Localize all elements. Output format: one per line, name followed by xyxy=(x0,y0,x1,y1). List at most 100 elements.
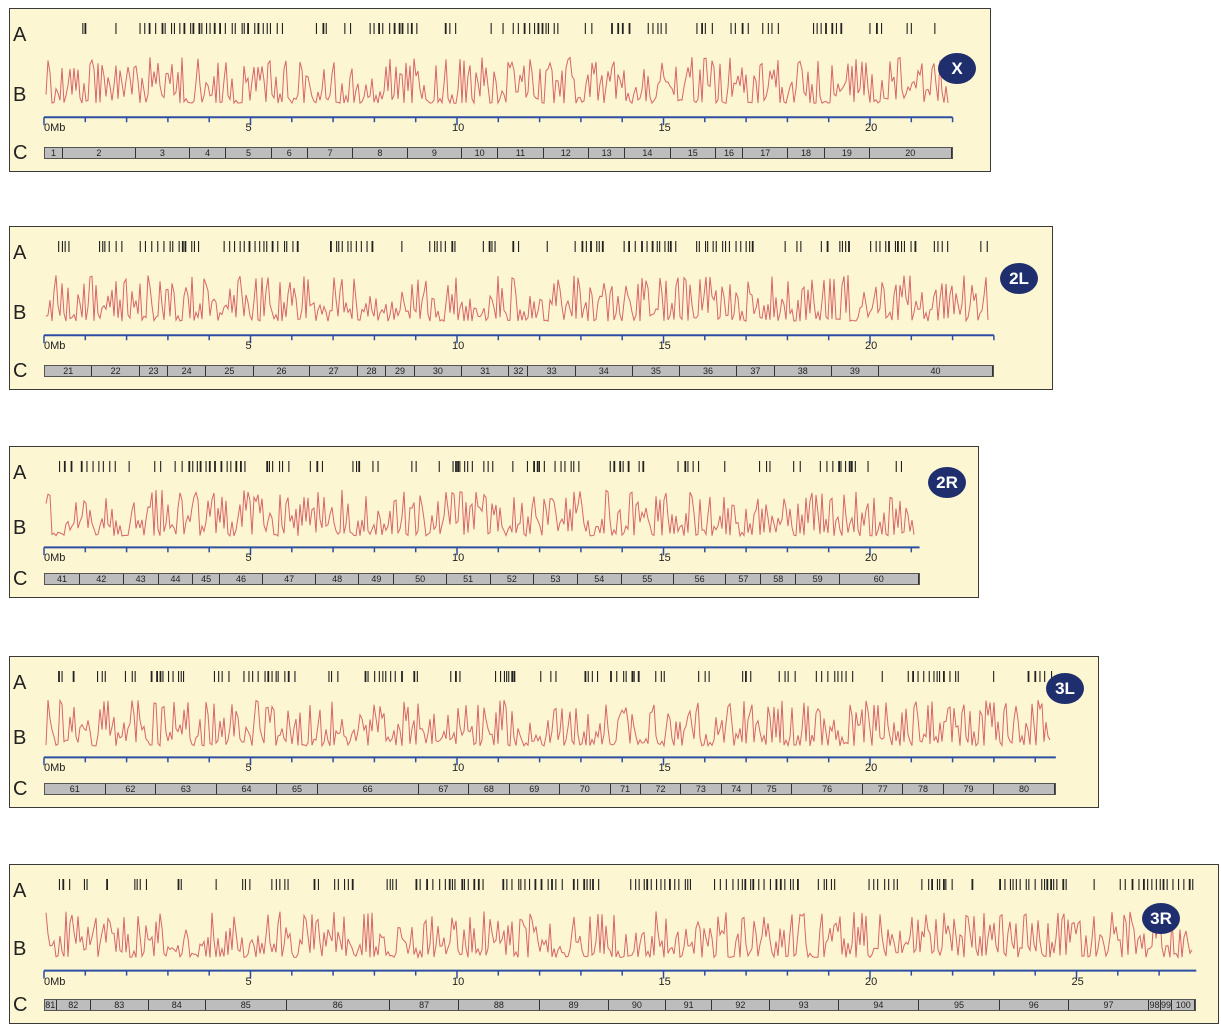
marker-tick xyxy=(398,23,401,34)
cytology-segment-bar: 61 62 63 64 65 66 67 68 69 70 71 72 73 74 75 76 77 78 79 80 xyxy=(44,783,1056,795)
marker-tick xyxy=(401,241,403,252)
marker-tick xyxy=(358,461,361,472)
axis-tick-label: 5 xyxy=(245,762,252,775)
cytology-segment: 76 xyxy=(792,784,863,794)
marker-tick xyxy=(896,879,898,890)
cytology-segment: 17 xyxy=(743,148,789,158)
marker-tick xyxy=(687,879,689,890)
marker-tick xyxy=(742,671,744,682)
axis-tick-label: 0Mb xyxy=(44,552,66,565)
marker-tick xyxy=(199,461,202,472)
marker-tick xyxy=(704,23,706,34)
cytology-segment: 85 xyxy=(206,1000,287,1010)
marker-tick xyxy=(102,241,104,252)
marker-tick xyxy=(1019,879,1021,890)
marker-tick xyxy=(492,461,494,472)
marker-tick xyxy=(1172,879,1174,890)
marker-tick xyxy=(845,461,847,472)
cytology-segment: 82 xyxy=(57,1000,91,1010)
cytology-segment: 98 xyxy=(1149,1000,1161,1010)
cytology-segment: 23 xyxy=(140,366,169,376)
marker-tick xyxy=(506,879,508,890)
chromosome-panel-3l: A B C 0Mb 5 10 15 20 61 62 63 64 65 66 67 68 69 70 71 72 73 7… xyxy=(9,656,1099,808)
cytology-segment: 96 xyxy=(1000,1000,1069,1010)
marker-tick xyxy=(767,23,769,34)
marker-tick xyxy=(444,879,446,890)
marker-tick xyxy=(1155,879,1157,890)
cytology-segment: 59 xyxy=(796,574,840,584)
cytology-segment: 63 xyxy=(156,784,217,794)
cytology-segment: 86 xyxy=(287,1000,391,1010)
marker-tick xyxy=(257,23,260,34)
marker-tick xyxy=(328,671,330,682)
marker-tick xyxy=(834,879,836,890)
marker-tick xyxy=(752,879,755,890)
marker-tick xyxy=(928,671,930,682)
marker-tick xyxy=(61,671,63,682)
marker-tick xyxy=(1053,879,1055,890)
marker-tick xyxy=(819,461,821,472)
marker-tick xyxy=(848,461,851,472)
marker-tick xyxy=(823,879,825,890)
marker-tick xyxy=(732,879,734,890)
marker-tick xyxy=(161,23,164,34)
marker-tick xyxy=(826,879,828,890)
marker-tick xyxy=(139,241,141,252)
marker-tick xyxy=(252,671,254,682)
marker-tick xyxy=(1027,671,1030,682)
marker-tick xyxy=(201,23,203,34)
cytology-segment: 73 xyxy=(681,784,722,794)
marker-tick xyxy=(881,671,883,682)
marker-tick xyxy=(646,879,649,890)
cytology-segment: 26 xyxy=(254,366,311,376)
marker-tick xyxy=(272,461,274,472)
marker-tick xyxy=(557,23,559,34)
marker-tick xyxy=(183,23,186,34)
marker-tick xyxy=(494,241,496,252)
cytology-segment: 95 xyxy=(919,1000,1000,1010)
marker-tick xyxy=(322,23,325,34)
marker-tick xyxy=(69,879,71,890)
marker-tick xyxy=(196,461,198,472)
marker-tick xyxy=(763,879,765,890)
marker-tick xyxy=(939,879,941,890)
marker-tick xyxy=(596,241,598,252)
marker-tick xyxy=(735,241,737,252)
marker-tick xyxy=(193,241,195,252)
marker-tick xyxy=(937,241,939,252)
marker-tick xyxy=(247,23,249,34)
cytology-segment: 15 xyxy=(671,148,716,158)
cytology-segment: 61 xyxy=(45,784,106,794)
axis-tick-label: 10 xyxy=(452,340,465,353)
density-trace xyxy=(45,489,915,538)
axis-tick-label: 15 xyxy=(658,975,671,988)
marker-tick xyxy=(941,241,943,252)
cytology-segment: 97 xyxy=(1069,1000,1150,1010)
marker-tick xyxy=(448,879,451,890)
axis-tick-label: 20 xyxy=(865,122,878,135)
marker-tick xyxy=(873,879,875,890)
cytology-segment: 3 xyxy=(136,148,191,158)
marker-tick xyxy=(347,241,349,252)
marker-tick xyxy=(163,241,165,252)
marker-tick xyxy=(590,241,592,252)
marker-tick xyxy=(907,671,909,682)
marker-tick xyxy=(229,241,231,252)
cytology-segment: 80 xyxy=(994,784,1055,794)
axis-tick-label: 10 xyxy=(452,552,465,565)
axis-tick-label: 25 xyxy=(1071,975,1084,988)
marker-tick xyxy=(598,879,600,890)
chromosome-tracks xyxy=(43,461,920,556)
marker-tick xyxy=(230,461,232,472)
marker-tick xyxy=(560,461,562,472)
marker-tick xyxy=(209,23,211,34)
row-label-b: B xyxy=(13,516,27,539)
cytology-segment: 31 xyxy=(462,366,510,376)
marker-tick xyxy=(769,879,771,890)
marker-tick xyxy=(223,241,225,252)
marker-tick xyxy=(382,23,384,34)
marker-tick xyxy=(797,879,799,890)
marker-tick xyxy=(235,461,238,472)
cytology-segment: 1 xyxy=(45,148,64,158)
cytology-segment: 54 xyxy=(578,574,622,584)
